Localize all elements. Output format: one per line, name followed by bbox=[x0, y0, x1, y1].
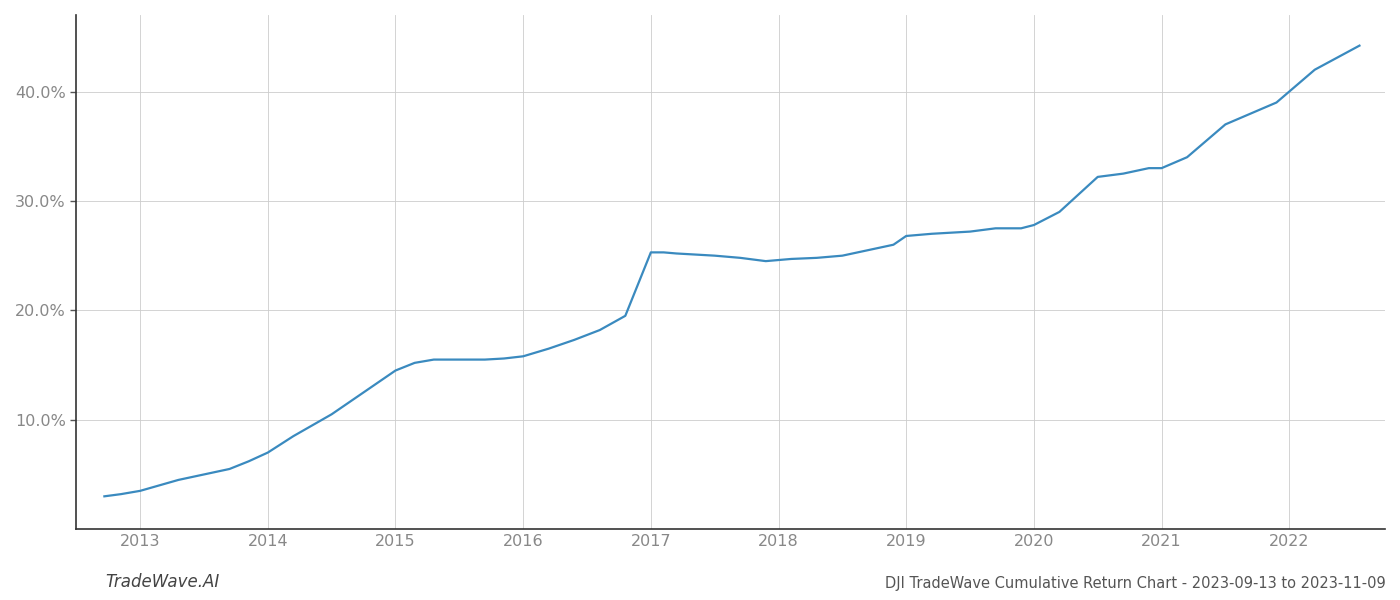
Text: TradeWave.AI: TradeWave.AI bbox=[105, 573, 220, 591]
Text: DJI TradeWave Cumulative Return Chart - 2023-09-13 to 2023-11-09: DJI TradeWave Cumulative Return Chart - … bbox=[885, 576, 1386, 591]
